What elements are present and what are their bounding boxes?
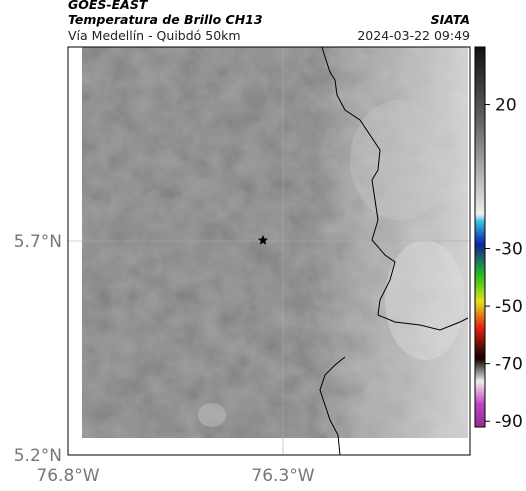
source: SIATA [431,12,470,27]
colorbar-ticks: 20 -30 -50 -70 -90 [485,96,523,432]
colorbar-tick-label: -90 [495,412,523,432]
satellite: GOES-EAST [68,0,149,12]
boundary [319,356,346,456]
colorbar-tick-label: -70 [495,355,523,375]
lat-label: 5.7°N [14,232,62,252]
boundary [321,46,469,331]
lon-label: 76.3°W [251,466,314,486]
location-marker [258,235,268,245]
map-frame [67,46,471,456]
lon-label: 76.8°W [36,466,99,486]
satellite-image [82,47,468,438]
datetime: 2024-03-22 09:49 [357,28,470,43]
title: Temperatura de Brillo CH13 [68,12,263,27]
colorbar-tick-label: -30 [495,240,523,260]
lat-label: 5.2°N [14,446,62,466]
colorbar [474,46,486,428]
subtitle: Vía Medellín - Quibdó 50km [68,28,241,43]
colorbar-tick-label: -50 [495,297,523,317]
colorbar-tick-label: 20 [495,96,517,116]
